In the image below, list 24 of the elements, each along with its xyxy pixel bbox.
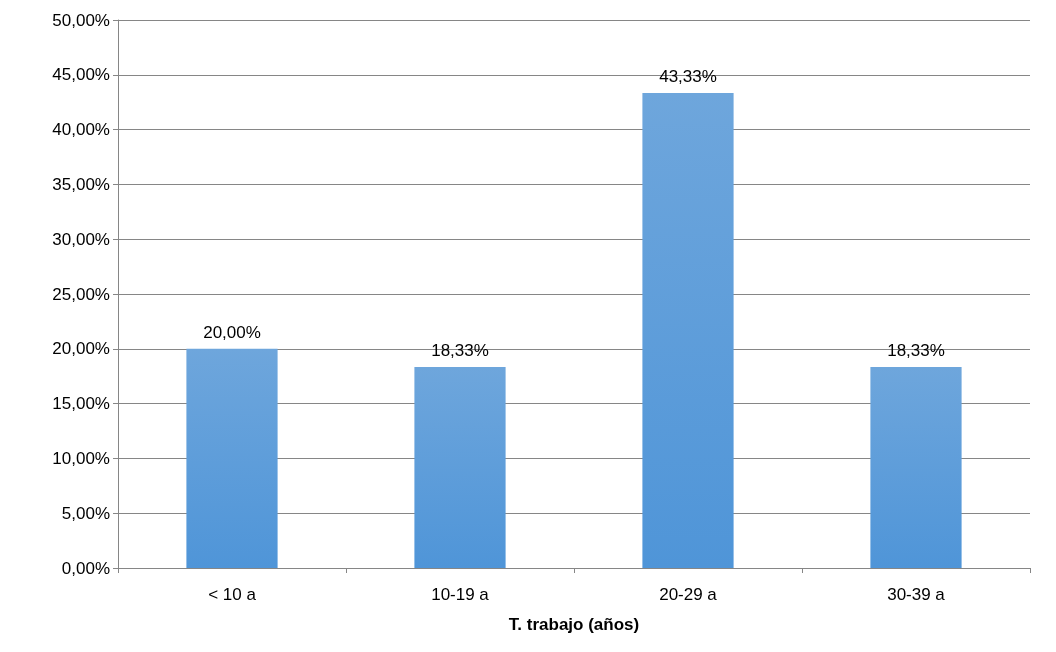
y-tick-label: 30,00% (52, 229, 110, 249)
y-tick-label: 45,00% (52, 65, 110, 85)
bar (186, 348, 278, 568)
y-tick-label: 50,00% (52, 10, 110, 30)
x-tick-label: 10-19 a (431, 585, 490, 604)
data-label: 18,33% (431, 341, 489, 361)
bar (414, 367, 506, 568)
x-axis-title: T. trabajo (años) (508, 615, 640, 634)
data-label: 18,33% (887, 341, 945, 361)
y-tick-label: 40,00% (52, 120, 110, 140)
y-tick-label: 10,00% (52, 448, 110, 468)
x-tick-label: < 10 a (208, 585, 257, 604)
bar (642, 93, 734, 568)
data-label: 20,00% (203, 322, 261, 342)
y-tick-label: 35,00% (52, 174, 110, 194)
x-tick-label: 20-29 a (659, 585, 718, 604)
data-label: 43,33% (659, 67, 717, 87)
y-tick-label: 25,00% (52, 284, 110, 304)
x-tick-label: 30-39 a (887, 585, 946, 604)
y-tick-label: 20,00% (52, 339, 110, 359)
bar (870, 367, 962, 568)
y-tick-label: 15,00% (52, 394, 110, 414)
y-tick-label: 5,00% (61, 503, 110, 523)
y-tick-label: 0,00% (61, 558, 110, 578)
